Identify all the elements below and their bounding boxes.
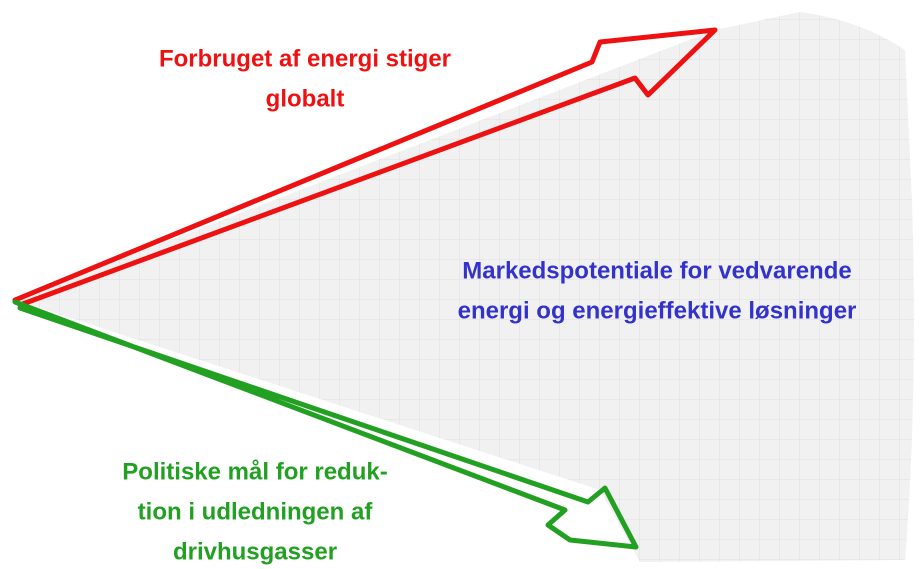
- policy-label: drivhusgasser: [173, 538, 337, 565]
- market-label: Markedspotentiale for vedvarende: [462, 257, 851, 284]
- green-arrow: [12, 299, 639, 550]
- energy-use-label: globalt: [266, 85, 345, 112]
- red-arrow: [12, 27, 718, 308]
- market-area: [15, 12, 914, 562]
- policy-label: Politiske mål for reduk-: [122, 458, 387, 485]
- energy-use-label: Forbruget af energi stiger: [159, 45, 451, 72]
- policy-label: tion i udledningen af: [138, 498, 374, 525]
- market-label: energi og energieffektive løsninger: [458, 297, 857, 324]
